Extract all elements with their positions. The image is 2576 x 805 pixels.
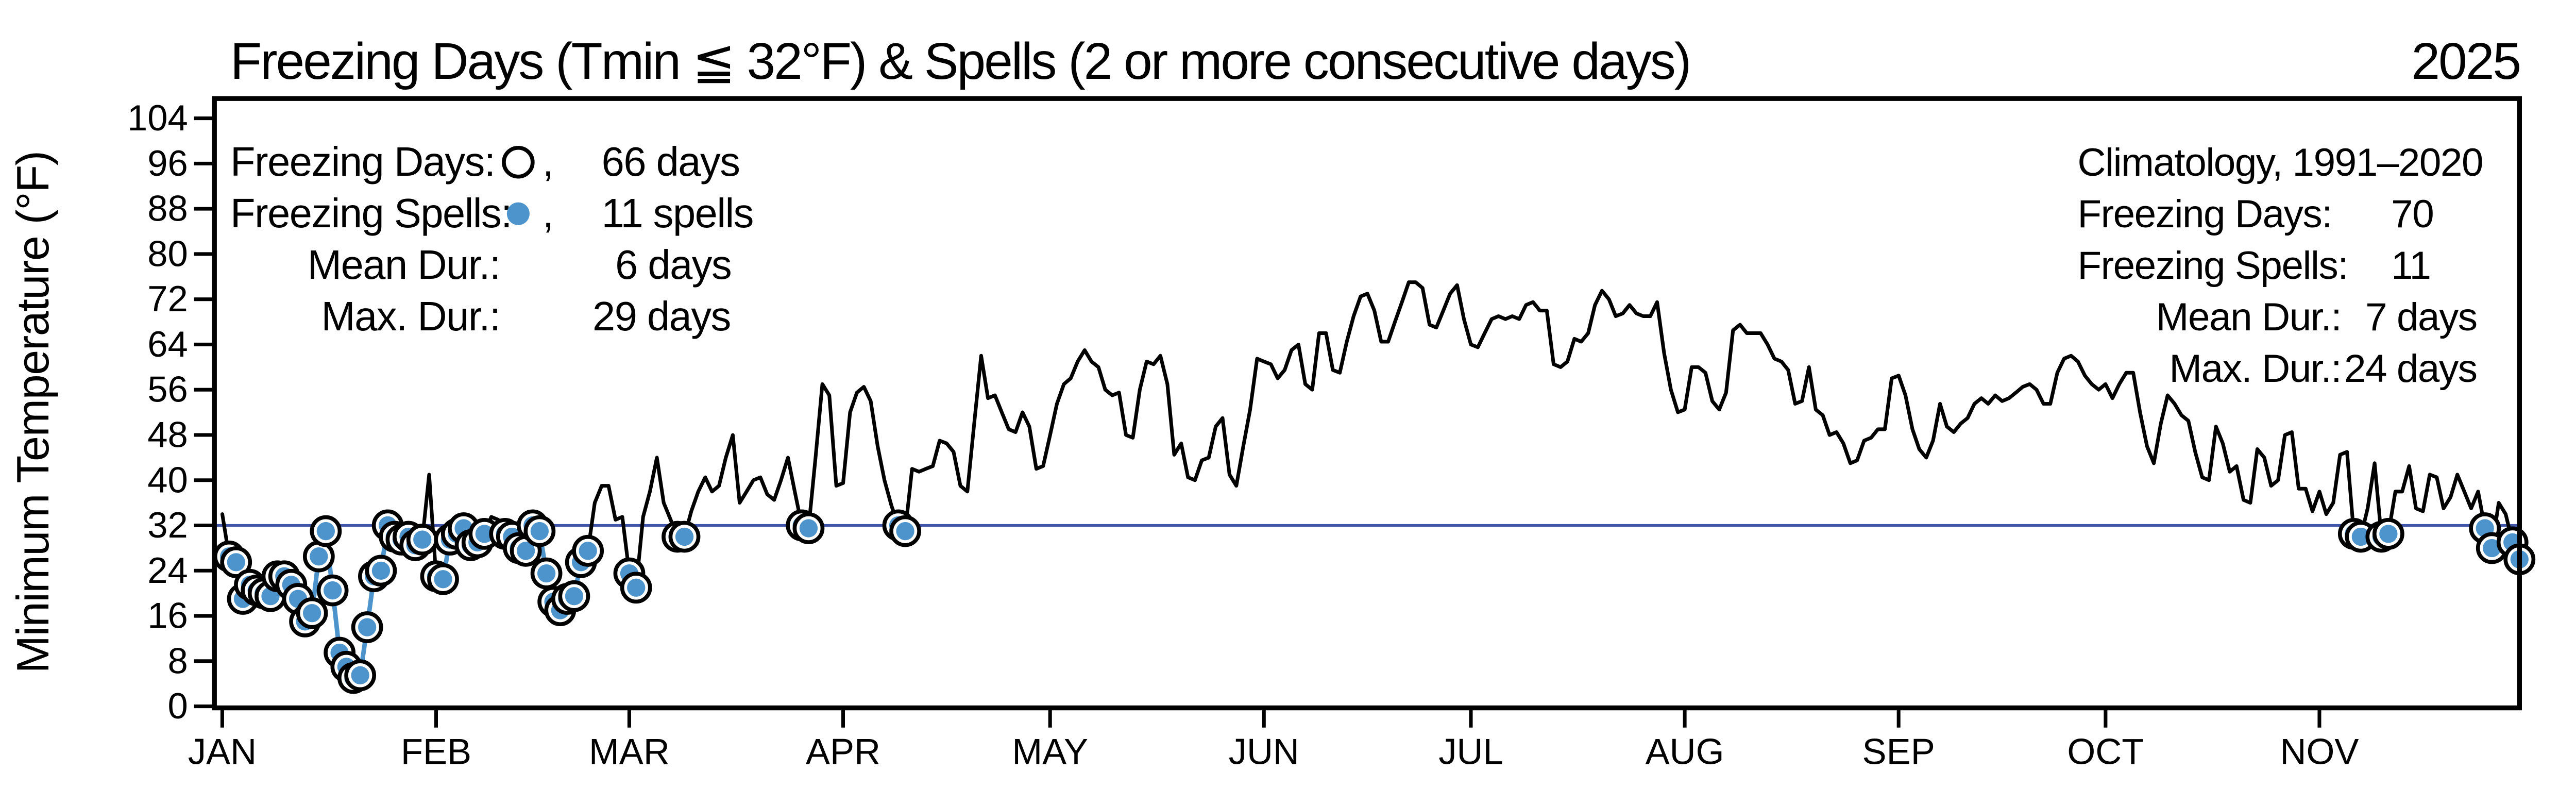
y-tick-label: 8	[167, 640, 188, 681]
y-tick-label: 48	[147, 414, 188, 455]
climatology-mean-dur-value: 7 days	[2365, 295, 2477, 339]
freezing-spell-marker	[302, 604, 321, 623]
plot-frame-layer	[212, 96, 2522, 711]
x-tick-label: MAR	[589, 731, 670, 772]
climatology-max-dur-label: Max. Dur.:	[2169, 347, 2341, 391]
freezing-spell-marker	[475, 525, 494, 543]
climatology-block: Climatology, 1991–2020 Freezing Days: 70…	[2077, 141, 2483, 391]
x-tick-label: JUN	[1229, 731, 1299, 772]
y-tick-label: 0	[167, 685, 188, 726]
x-tick-label: AUG	[1646, 731, 1724, 772]
x-tick-label: JAN	[188, 731, 257, 772]
x-tick-label: NOV	[2280, 731, 2359, 772]
freezing-spell-marker	[799, 519, 818, 538]
freezing-spell-marker	[413, 530, 432, 549]
x-ticks-layer: JAN FEB MAR APR MAY JUN JUL AUG SEP OCT NOV	[188, 709, 2359, 772]
climatology-mean-dur-label: Mean Dur.:	[2156, 295, 2341, 339]
freezing-day-open-circle-icon	[502, 145, 535, 179]
y-tick-label: 104	[127, 97, 188, 138]
climatology-spells-label: Freezing Spells:	[2077, 244, 2348, 288]
legend-max-dur-value: 29 days	[592, 293, 731, 339]
freezing-spell-marker	[2379, 525, 2398, 543]
legend-freezing-days-value: 66 days	[602, 139, 740, 185]
freezing-spell-marker	[351, 666, 369, 684]
legend-max-dur-label: Max. Dur.:	[321, 293, 500, 339]
climatology-spells-value: 11	[2391, 244, 2430, 288]
x-tick-label: MAY	[1012, 731, 1088, 772]
y-tick-label: 72	[147, 278, 188, 319]
freezing-spell-marker	[323, 581, 342, 600]
legend-mean-dur-label: Mean Dur.:	[308, 242, 500, 288]
legend-comma-2: ,	[543, 190, 553, 236]
x-tick-label: OCT	[2067, 731, 2144, 772]
x-tick-label: FEB	[401, 731, 471, 772]
freezing-spell-marker	[565, 587, 584, 606]
freezing-spell-marker	[358, 618, 377, 636]
freezing-spell-marker	[371, 561, 391, 580]
climatology-days-label: Freezing Days:	[2077, 192, 2332, 236]
freezing-spell-marker	[316, 522, 335, 541]
y-tick-label: 88	[147, 188, 188, 229]
freezing-spell-marker	[310, 547, 328, 566]
plot-frame	[212, 96, 2522, 711]
y-axis-title: Minimum Temperature (°F)	[7, 151, 58, 673]
legend-mean-dur-value: 6 days	[615, 242, 731, 288]
freezing-spell-marker	[896, 522, 914, 541]
freezing-spell-marker	[675, 527, 694, 546]
freezing-spell-dot-icon	[506, 202, 530, 225]
y-tick-label: 16	[147, 595, 188, 636]
legend-freezing-spells-value: 11 spells	[602, 190, 753, 236]
y-tick-label: 40	[147, 459, 188, 500]
temperature-line-layer	[220, 280, 2521, 680]
x-tick-label: SEP	[1862, 731, 1935, 772]
climatology-max-dur-value: 24 days	[2344, 347, 2477, 391]
freezing-day-markers-layer	[213, 509, 2536, 694]
legend: Freezing Days: , 66 days Freezing Spells…	[230, 139, 754, 339]
freezing-spell-marker	[227, 553, 245, 572]
freezing-spell-marker	[2351, 527, 2370, 546]
x-tick-label: JUL	[1438, 731, 1503, 772]
freezing-spell-marker	[434, 570, 452, 589]
y-tick-label: 32	[147, 505, 188, 545]
temperature-line	[220, 280, 2521, 680]
freezing-spell-marker	[537, 564, 556, 583]
freezing-spell-marker	[516, 542, 535, 560]
x-tick-label: APR	[806, 731, 880, 772]
chart-year: 2025	[2411, 32, 2520, 90]
freezing-spell-marker	[579, 542, 597, 560]
freezing-spell-marker	[2483, 539, 2501, 558]
chart-title: Freezing Days (Tmin ≦ 32°F) & Spells (2 …	[230, 32, 1690, 90]
legend-freezing-days-label: Freezing Days:	[230, 139, 495, 185]
legend-comma-1: ,	[543, 139, 553, 185]
y-tick-label: 96	[147, 143, 188, 183]
y-tick-label: 80	[147, 233, 188, 274]
y-tick-label: 24	[147, 550, 188, 591]
freezing-spell-marker	[627, 578, 646, 597]
y-tick-label: 56	[147, 369, 188, 410]
freezing-spell-marker	[530, 522, 549, 541]
climatology-days-value: 70	[2391, 192, 2433, 236]
climatology-title: Climatology, 1991–2020	[2077, 141, 2483, 185]
legend-freezing-spells-label: Freezing Spells:	[230, 190, 512, 236]
y-tick-label: 64	[147, 324, 188, 364]
